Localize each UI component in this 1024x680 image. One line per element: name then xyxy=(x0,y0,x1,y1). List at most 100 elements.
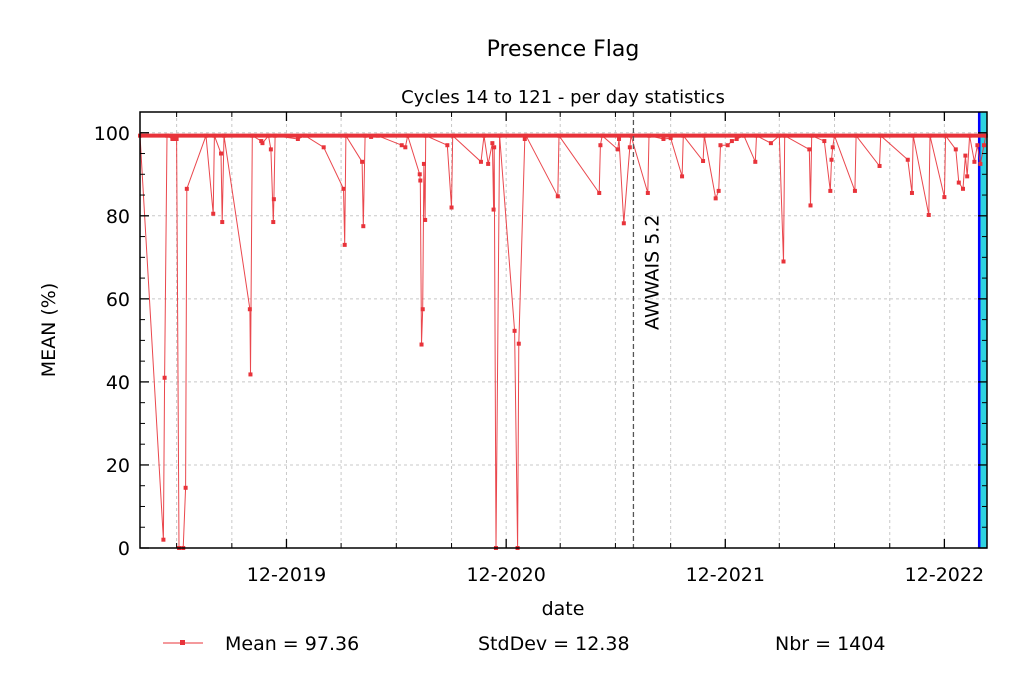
data-point xyxy=(621,221,626,226)
data-point xyxy=(701,158,706,163)
data-point xyxy=(516,341,521,346)
data-point xyxy=(222,133,227,138)
data-point xyxy=(268,147,273,152)
data-point xyxy=(250,133,255,138)
data-point xyxy=(486,161,491,166)
data-point xyxy=(450,133,455,138)
data-point xyxy=(303,133,308,138)
data-point xyxy=(702,133,707,138)
data-point xyxy=(877,163,882,168)
data-point xyxy=(960,186,965,191)
data-point xyxy=(963,153,968,158)
x-tick-label: 12-2021 xyxy=(686,564,765,586)
data-point xyxy=(807,147,812,152)
data-point xyxy=(165,133,170,138)
data-point xyxy=(497,133,502,138)
data-point xyxy=(512,328,517,333)
data-point xyxy=(184,186,189,191)
data-point xyxy=(212,133,217,138)
data-point xyxy=(478,159,483,164)
annotation: AWWAIS 5.2 xyxy=(632,112,663,548)
data-point xyxy=(754,133,759,138)
data-point xyxy=(854,133,859,138)
x-tick-label: 12-2022 xyxy=(905,564,984,586)
data-point xyxy=(172,136,177,141)
y-axis-label: MEAN (%) xyxy=(38,283,60,378)
data-point xyxy=(492,145,497,150)
data-point xyxy=(423,133,428,138)
data-point xyxy=(321,145,326,150)
legend-nbr-text: Nbr = 1404 xyxy=(775,633,885,655)
data-point xyxy=(418,178,423,183)
legend-stddev-text: StdDev = 12.38 xyxy=(478,633,630,655)
data-point xyxy=(260,141,265,146)
data-point xyxy=(822,139,827,144)
data-point xyxy=(680,174,685,179)
annotation-label: AWWAIS 5.2 xyxy=(641,215,663,330)
data-point xyxy=(668,136,673,141)
highlight-fill xyxy=(979,112,987,548)
axis-ticks: 0 20 40 60 80 100 12-2019 12-2020 12-2021 12-2022 xyxy=(94,111,987,586)
data-point xyxy=(161,537,166,542)
data-point xyxy=(445,143,450,148)
data-point xyxy=(449,205,454,210)
data-point xyxy=(247,307,252,312)
data-point xyxy=(405,133,410,138)
data-point xyxy=(830,145,835,150)
data-point xyxy=(645,190,650,195)
data-point xyxy=(174,136,179,141)
data-point xyxy=(490,141,495,146)
data-point xyxy=(343,133,348,138)
data-point xyxy=(782,133,787,138)
data-point xyxy=(753,159,758,164)
data-point xyxy=(271,220,276,225)
data-point xyxy=(713,196,718,201)
chart-title: Presence Flag xyxy=(487,37,640,62)
data-point xyxy=(661,136,666,141)
data-point xyxy=(734,136,739,141)
data-point xyxy=(953,147,958,152)
data-point xyxy=(725,143,730,148)
y-tick-label: 20 xyxy=(106,455,130,477)
data-point xyxy=(972,159,977,164)
data-point xyxy=(420,307,425,312)
data-point xyxy=(162,375,167,380)
data-point xyxy=(597,190,602,195)
data-point xyxy=(781,259,786,264)
chart-subtitle: Cycles 14 to 121 - per day statistics xyxy=(401,87,725,108)
data-point xyxy=(777,133,782,138)
data-point xyxy=(981,143,986,148)
series-mean xyxy=(138,133,988,550)
data-point xyxy=(341,186,346,191)
data-point xyxy=(361,224,366,229)
data-point xyxy=(421,161,426,166)
data-point xyxy=(399,143,404,148)
data-point xyxy=(909,190,914,195)
data-point xyxy=(768,141,773,146)
data-point xyxy=(219,151,224,156)
data-point xyxy=(423,217,428,222)
data-point xyxy=(271,197,276,202)
data-point xyxy=(266,133,271,138)
data-point xyxy=(375,133,380,138)
data-point xyxy=(259,139,264,144)
data-point xyxy=(808,203,813,208)
data-point xyxy=(942,195,947,200)
data-point xyxy=(419,342,424,347)
data-point xyxy=(295,136,300,141)
data-point xyxy=(943,133,948,138)
data-point xyxy=(681,133,686,138)
data-point xyxy=(965,174,970,179)
data-point xyxy=(220,220,225,225)
data-point xyxy=(978,161,983,166)
y-tick-label: 0 xyxy=(118,538,130,560)
plot-frame xyxy=(139,111,988,549)
data-point xyxy=(809,133,814,138)
data-point xyxy=(491,207,496,212)
y-tick-label: 60 xyxy=(106,289,130,311)
data-point xyxy=(615,147,620,152)
data-point xyxy=(627,145,632,150)
data-point xyxy=(629,133,634,138)
legend: Mean = 97.36 StdDev = 12.38 Nbr = 1404 xyxy=(163,633,885,655)
